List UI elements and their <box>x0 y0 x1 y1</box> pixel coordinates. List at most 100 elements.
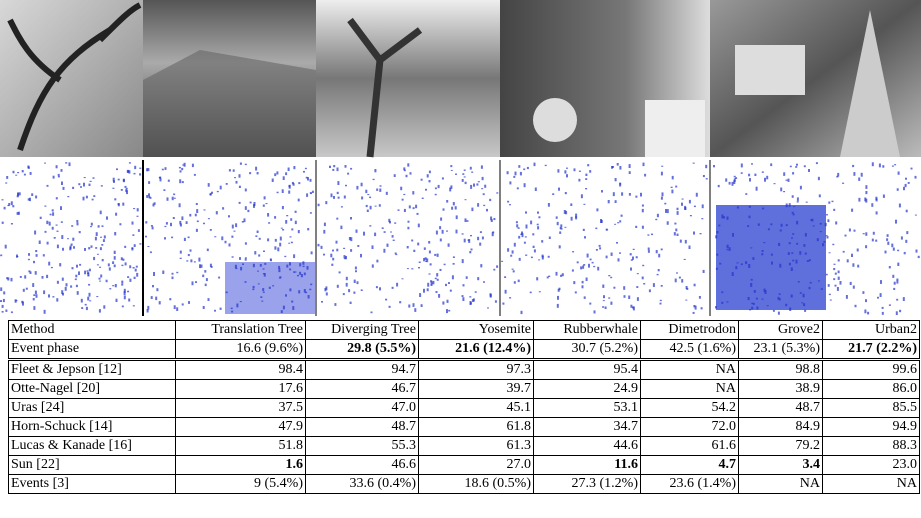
event-dot <box>862 291 864 294</box>
event-dot <box>608 200 610 203</box>
flow-dense <box>716 205 826 310</box>
event-dot <box>751 307 753 310</box>
event-dot <box>404 209 406 212</box>
event-dot <box>566 168 568 169</box>
event-dot <box>619 220 621 222</box>
event-dot <box>245 242 247 244</box>
event-dot <box>17 195 19 197</box>
event-dot <box>136 273 138 277</box>
event-dot <box>623 286 625 290</box>
event-dot <box>729 247 731 251</box>
event-dot <box>282 206 284 209</box>
event-dot <box>633 249 635 250</box>
table-cell: 48.7 <box>306 418 419 437</box>
event-dot <box>272 285 274 286</box>
event-dot <box>72 267 74 269</box>
event-dot <box>293 254 295 258</box>
event-dot <box>33 306 35 310</box>
event-dot <box>624 295 626 298</box>
event-dot <box>112 261 114 264</box>
event-dot <box>390 232 392 233</box>
event-dot <box>440 269 442 271</box>
event-dot <box>427 174 429 177</box>
event-dot <box>853 172 855 176</box>
event-dot <box>438 185 440 188</box>
table-cell: 39.7 <box>419 380 534 399</box>
event-dot <box>895 220 897 224</box>
event-dot <box>524 242 526 244</box>
event-dot <box>507 248 509 252</box>
event-dot <box>425 189 427 191</box>
event-dot <box>804 310 806 312</box>
event-dot <box>337 285 339 288</box>
event-dot <box>660 300 662 301</box>
event-dot <box>133 267 135 269</box>
event-dot <box>896 299 898 301</box>
event-dot <box>440 239 442 242</box>
event-dot <box>747 225 749 227</box>
event-dot <box>715 235 717 238</box>
event-dot <box>376 189 378 191</box>
event-dot <box>44 163 46 164</box>
event-dot <box>762 250 764 252</box>
event-dot <box>379 204 381 207</box>
event-dot <box>486 209 488 212</box>
event-dot <box>642 265 644 266</box>
event-dot <box>242 263 244 265</box>
event-dot <box>446 309 448 313</box>
event-dot <box>617 163 619 166</box>
header-cell: Diverging Tree <box>306 321 419 340</box>
event-dot <box>148 193 150 196</box>
event-dot <box>52 209 54 211</box>
event-dot <box>235 265 237 269</box>
event-dot <box>748 297 750 300</box>
event-dot <box>548 256 550 258</box>
event-dot <box>375 206 377 207</box>
event-dot <box>318 204 320 207</box>
event-dot <box>102 259 104 261</box>
event-dot <box>482 177 484 180</box>
event-dot <box>11 223 13 225</box>
event-dot <box>882 307 884 309</box>
event-dot <box>437 254 439 257</box>
event-dot <box>260 296 262 298</box>
event-dot <box>798 281 800 282</box>
event-dot <box>196 203 198 205</box>
event-dot <box>240 267 242 271</box>
event-dot <box>35 196 37 199</box>
event-dot <box>481 188 483 189</box>
event-dot <box>203 223 205 225</box>
event-dot <box>289 262 291 265</box>
event-dot <box>57 231 59 232</box>
event-dot <box>572 269 574 271</box>
event-dot <box>263 251 265 253</box>
event-dot <box>468 239 470 241</box>
event-dot <box>685 240 687 244</box>
event-dot <box>156 288 158 291</box>
event-dot <box>410 172 412 174</box>
event-dot <box>100 275 102 278</box>
event-dot <box>257 271 259 272</box>
event-dot <box>596 208 598 211</box>
event-dot <box>380 185 382 186</box>
event-dot <box>892 275 894 278</box>
event-dot <box>34 231 36 235</box>
event-dot <box>383 249 385 253</box>
event-dot <box>229 243 231 246</box>
event-dot <box>53 176 55 179</box>
event-dot <box>475 291 477 293</box>
event-dot <box>827 236 829 238</box>
event-dot <box>723 216 725 218</box>
event-dot <box>771 254 773 256</box>
event-dot <box>259 238 261 240</box>
event-dot <box>603 295 605 298</box>
event-dot <box>134 173 136 175</box>
event-dot <box>896 311 898 315</box>
event-dot <box>515 172 517 176</box>
event-dot <box>534 249 536 252</box>
event-dot <box>245 257 247 258</box>
event-dot <box>905 184 907 187</box>
event-dot <box>585 178 587 180</box>
event-dot <box>407 268 409 269</box>
table-cell: 47.0 <box>306 399 419 418</box>
